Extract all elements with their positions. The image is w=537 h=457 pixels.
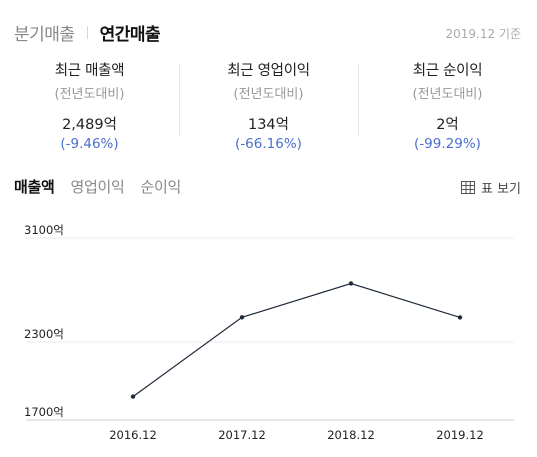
tab-operating-profit[interactable]: 영업이익 bbox=[70, 178, 125, 196]
tab-revenue[interactable]: 매출액 bbox=[14, 178, 55, 196]
y-tick-label: 2300억 bbox=[24, 327, 64, 341]
summary-value: 2억 bbox=[436, 117, 459, 133]
table-view-label: 표 보기 bbox=[480, 182, 521, 197]
revenue-line-chart: 3100억 2300억 1700억 2016.12 2017.12 2018.12 201… bbox=[24, 223, 514, 442]
data-point[interactable] bbox=[130, 394, 136, 399]
x-tick-label: 2019.12 bbox=[436, 428, 484, 442]
y-tick-label: 3100억 bbox=[24, 223, 64, 237]
summary-title: 최근 순이익 bbox=[412, 63, 483, 79]
tab-divider bbox=[86, 26, 88, 39]
data-point[interactable] bbox=[457, 315, 463, 320]
x-tick-label: 2018.12 bbox=[327, 428, 375, 442]
summary-change: (-66.16%) bbox=[235, 136, 302, 152]
summary-title: 최근 매출액 bbox=[54, 63, 125, 79]
x-tick-label: 2017.12 bbox=[218, 428, 266, 442]
summary-revenue: 최근 매출액 (전년도대비) 2,489억 (-9.46%) bbox=[0, 58, 179, 152]
tab-quarterly-sales[interactable]: 분기매출 bbox=[14, 25, 75, 45]
summary-change: (-9.46%) bbox=[60, 136, 119, 152]
data-point[interactable] bbox=[348, 281, 354, 286]
summary-operating-profit: 최근 영업이익 (전년도대비) 134억 (-66.16%) bbox=[179, 58, 358, 152]
basis-date: 2019.12 기준 bbox=[445, 27, 521, 41]
summary-title: 최근 영업이익 bbox=[227, 63, 310, 79]
data-point[interactable] bbox=[239, 315, 245, 320]
period-tabs: 분기매출 연간매출 bbox=[14, 20, 161, 45]
table-view-button[interactable]: 표 보기 bbox=[460, 178, 521, 197]
summary-change: (-99.29%) bbox=[414, 136, 481, 152]
summary-net-income: 최근 순이익 (전년도대비) 2억 (-99.29%) bbox=[358, 58, 537, 152]
summary-value: 134억 bbox=[247, 117, 290, 133]
summary-panel: 최근 매출액 (전년도대비) 2,489억 (-9.46%) 최근 영업이익 (… bbox=[0, 58, 537, 152]
series-line bbox=[132, 282, 461, 398]
summary-subtitle: (전년도대비) bbox=[54, 87, 125, 102]
table-grid-icon bbox=[460, 181, 475, 194]
y-tick-label: 1700억 bbox=[24, 405, 64, 419]
summary-subtitle: (전년도대비) bbox=[412, 87, 483, 102]
summary-value: 2,489억 bbox=[62, 117, 117, 133]
x-tick-label: 2016.12 bbox=[109, 428, 157, 442]
summary-subtitle: (전년도대비) bbox=[233, 87, 304, 102]
tab-annual-sales[interactable]: 연간매출 bbox=[99, 25, 161, 45]
metric-tabs: 매출액 영업이익 순이익 bbox=[14, 176, 197, 197]
tab-net-income[interactable]: 순이익 bbox=[140, 178, 182, 196]
